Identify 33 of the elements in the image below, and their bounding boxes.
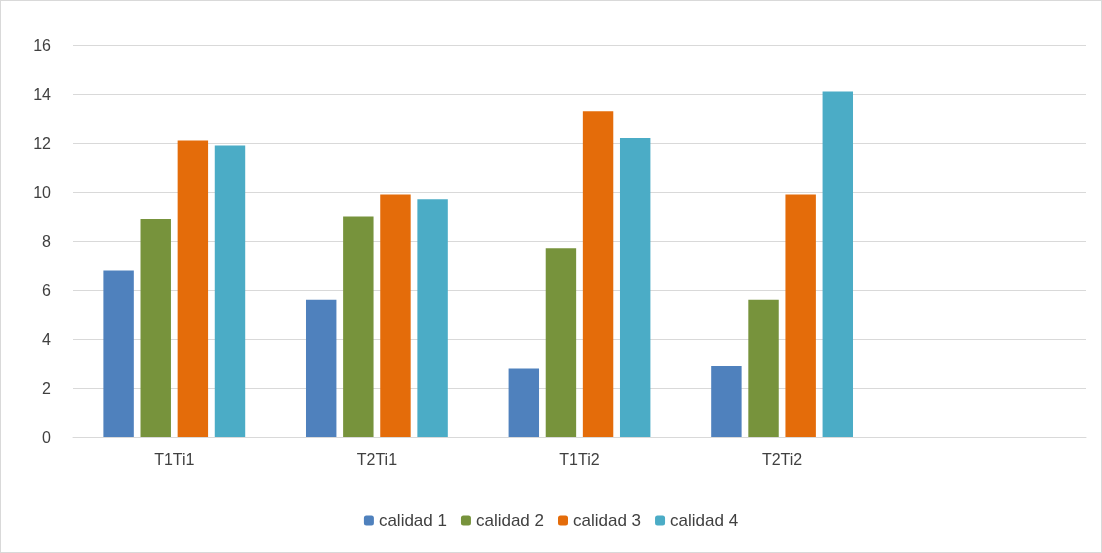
legend-label: calidad 4 <box>670 511 739 530</box>
x-tick-label: T1Ti1 <box>154 450 195 468</box>
bar <box>711 365 742 437</box>
bar <box>380 194 411 437</box>
bar <box>417 199 448 437</box>
legend-label: calidad 2 <box>475 511 545 530</box>
bar <box>140 218 171 437</box>
x-tick-label: T1Ti2 <box>559 450 600 468</box>
bar <box>822 91 854 437</box>
y-tick-label: 10 <box>33 183 52 201</box>
bar <box>619 138 651 437</box>
y-tick-label: 2 <box>42 379 52 397</box>
bar <box>343 216 374 437</box>
y-tick-label: 8 <box>42 232 52 250</box>
bar <box>508 368 540 437</box>
bar <box>785 194 816 437</box>
bar <box>177 140 209 437</box>
y-tick-label: 6 <box>42 281 52 299</box>
legend-label: calidad 1 <box>378 511 447 530</box>
bar <box>305 299 337 437</box>
y-tick-label: 12 <box>33 134 52 152</box>
bar <box>748 299 779 437</box>
legend-label: calidad 3 <box>573 511 642 530</box>
bar <box>214 145 246 437</box>
y-tick-label: 4 <box>42 330 52 348</box>
bar <box>582 111 614 437</box>
bar <box>545 248 577 437</box>
bar <box>103 270 134 437</box>
x-tick-label: T2Ti1 <box>356 450 398 468</box>
y-tick-label: 16 <box>33 36 52 54</box>
x-tick-label: T2Ti2 <box>761 450 803 468</box>
y-tick-label: 14 <box>33 85 52 103</box>
y-tick-label: 0 <box>42 428 52 446</box>
